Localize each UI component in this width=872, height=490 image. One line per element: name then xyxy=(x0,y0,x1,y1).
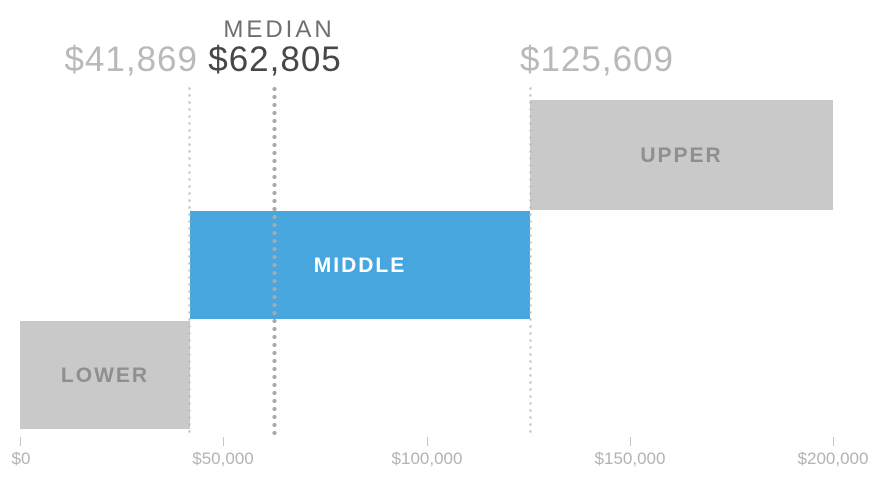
tick-label-100000: $100,000 xyxy=(391,449,463,468)
tick-mark-200000 xyxy=(833,437,834,446)
bar-label-middle: MIDDLE xyxy=(313,253,407,277)
lower-threshold-label: $41,869 xyxy=(64,40,198,79)
tick-mark-50000 xyxy=(223,437,224,446)
bar-label-upper: UPPER xyxy=(640,143,723,167)
bar-lower-class: LOWER xyxy=(20,321,190,429)
bar-upper-class: UPPER xyxy=(530,100,833,210)
tick-label-150000: $150,000 xyxy=(594,449,666,468)
boundary-dotted-line-41869 xyxy=(188,85,191,433)
bar-label-lower: LOWER xyxy=(60,363,150,387)
boundary-dotted-line-125609 xyxy=(529,85,532,433)
tick-label-0: $0 xyxy=(11,449,31,468)
bar-middle-class: MIDDLE xyxy=(190,211,530,319)
tick-label-200000: $200,000 xyxy=(797,449,869,468)
median-value-label: $62,805 xyxy=(208,40,342,79)
tick-mark-100000 xyxy=(427,437,428,446)
median-caption: MEDIAN xyxy=(223,16,335,43)
tick-mark-0 xyxy=(20,437,21,446)
upper-threshold-label: $125,609 xyxy=(520,40,674,79)
median-dotted-line-62805 xyxy=(272,85,277,437)
tick-label-50000: $50,000 xyxy=(192,449,254,468)
tick-mark-150000 xyxy=(630,437,631,446)
